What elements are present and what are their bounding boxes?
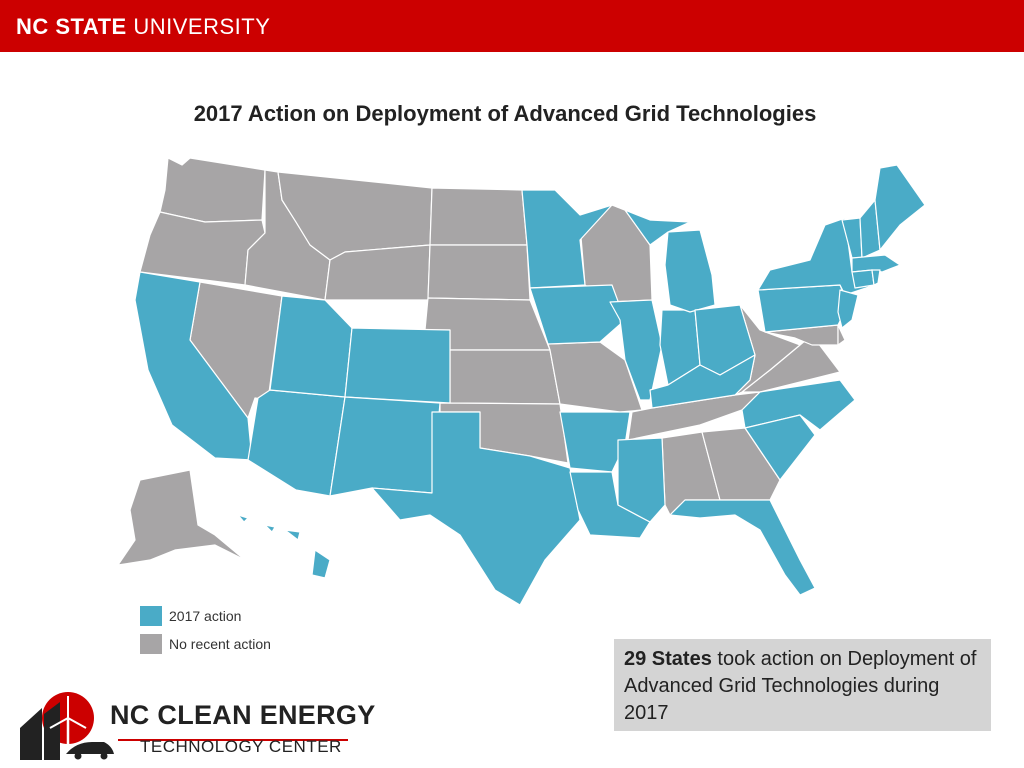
legend-label-no-action: No recent action xyxy=(169,636,271,652)
state-de xyxy=(837,324,846,346)
state-tx xyxy=(371,411,581,606)
state-nm xyxy=(329,396,441,497)
legend-swatch-no-action xyxy=(140,634,162,654)
state-ak xyxy=(117,469,246,566)
legend-item-action: 2017 action xyxy=(140,602,271,630)
state-ms xyxy=(617,437,666,523)
logo-title: NC CLEAN ENERGY xyxy=(110,700,376,730)
state-ct xyxy=(851,269,875,289)
university-name-bold: NC STATE xyxy=(16,14,127,39)
header-bar: NC STATE UNIVERSITY xyxy=(0,0,1024,52)
state-az xyxy=(247,389,346,497)
state-wy xyxy=(324,244,431,301)
state-sd xyxy=(427,244,531,301)
state-ca xyxy=(134,271,253,461)
legend-item-no-action: No recent action xyxy=(140,630,271,658)
map-title: 2017 Action on Deployment of Advanced Gr… xyxy=(193,101,817,126)
state-ks xyxy=(449,349,561,405)
state-mi xyxy=(611,204,716,313)
state-ga xyxy=(701,427,781,501)
summary-callout: 29 States took action on Deployment of A… xyxy=(614,639,991,731)
state-ut xyxy=(269,295,353,398)
state-mo xyxy=(547,341,643,413)
state-nd xyxy=(429,187,528,246)
state-la xyxy=(569,471,651,539)
callout-text: took action on Deployment of Advanced Gr… xyxy=(624,648,977,724)
state-pa xyxy=(757,284,849,333)
state-nj xyxy=(837,289,859,329)
state-mn xyxy=(521,189,613,289)
state-co xyxy=(344,327,451,404)
state-ky xyxy=(649,354,756,409)
map-legend: 2017 action No recent action xyxy=(140,602,271,658)
state-wa xyxy=(159,157,266,223)
state-fl xyxy=(669,499,816,596)
legend-label-action: 2017 action xyxy=(169,608,242,624)
legend-swatch-action xyxy=(140,606,162,626)
state-me xyxy=(874,164,926,251)
state-ri xyxy=(871,269,881,286)
state-hi xyxy=(237,514,331,579)
university-wordmark: NC STATE UNIVERSITY xyxy=(16,14,270,40)
clean-energy-logo-icon xyxy=(20,692,348,760)
callout-count: 29 States xyxy=(624,648,712,670)
logo-subtitle: TECHNOLOGY CENTER xyxy=(140,737,342,756)
state-ia xyxy=(529,284,626,345)
state-il xyxy=(609,299,663,401)
state-sc xyxy=(744,414,816,481)
university-name-light: UNIVERSITY xyxy=(133,14,271,39)
